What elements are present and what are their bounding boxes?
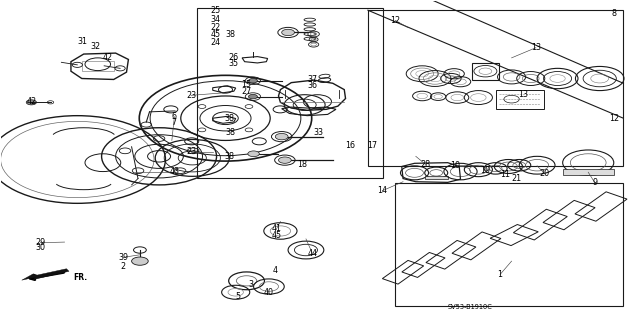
Text: 14: 14: [378, 186, 388, 195]
Circle shape: [26, 100, 36, 105]
Circle shape: [275, 133, 288, 140]
Text: 19: 19: [480, 166, 490, 175]
Text: 40: 40: [264, 288, 274, 297]
Text: 11: 11: [500, 170, 510, 179]
Text: 3: 3: [248, 279, 253, 288]
Circle shape: [282, 29, 294, 36]
Text: 16: 16: [346, 141, 356, 150]
Text: 41: 41: [271, 224, 282, 233]
Circle shape: [278, 157, 291, 163]
Circle shape: [132, 257, 148, 265]
Text: 28: 28: [420, 160, 431, 169]
Text: 18: 18: [297, 160, 307, 169]
Circle shape: [248, 78, 257, 83]
Text: 2: 2: [121, 262, 126, 271]
Text: 45: 45: [271, 231, 282, 240]
Text: 24: 24: [211, 38, 221, 47]
Text: 39: 39: [118, 253, 129, 262]
Bar: [472, 63, 499, 80]
Text: 6: 6: [172, 112, 177, 121]
Text: 42: 42: [26, 97, 36, 106]
Text: 35: 35: [228, 59, 239, 68]
Text: 23: 23: [186, 147, 196, 156]
Text: 38: 38: [225, 31, 236, 40]
Circle shape: [248, 151, 259, 157]
Text: 26: 26: [228, 53, 239, 62]
Text: 22: 22: [211, 23, 221, 32]
Text: 23: 23: [186, 91, 196, 100]
Text: 38: 38: [225, 128, 236, 137]
Text: 34: 34: [211, 15, 220, 24]
Text: FR.: FR.: [74, 273, 88, 282]
Text: 32: 32: [90, 42, 100, 51]
Text: 38: 38: [224, 114, 234, 123]
Bar: [82, 61, 114, 70]
Text: 15: 15: [241, 80, 252, 89]
Text: 30: 30: [35, 243, 45, 252]
Text: 9: 9: [592, 178, 597, 187]
Text: 45: 45: [211, 31, 221, 40]
Text: 8: 8: [611, 9, 616, 18]
Text: 1: 1: [497, 270, 502, 279]
Circle shape: [248, 94, 257, 99]
Text: 44: 44: [307, 249, 317, 258]
Text: 25: 25: [210, 6, 220, 15]
Text: 17: 17: [367, 141, 378, 150]
Bar: [425, 176, 448, 179]
Text: 33: 33: [313, 128, 323, 137]
Text: 10: 10: [451, 161, 460, 170]
Bar: [563, 169, 614, 175]
Text: 12: 12: [609, 114, 619, 123]
Text: 12: 12: [390, 16, 401, 25]
Bar: [197, 8, 383, 178]
Text: 37: 37: [307, 75, 317, 84]
Text: 4: 4: [273, 266, 278, 275]
Text: 36: 36: [307, 81, 317, 90]
Text: 31: 31: [77, 37, 88, 46]
Bar: [368, 10, 623, 166]
Text: 27: 27: [241, 87, 252, 96]
Text: 29: 29: [35, 238, 45, 247]
Bar: [396, 183, 623, 306]
Text: SV53-B1910C: SV53-B1910C: [447, 304, 493, 310]
Text: 42: 42: [103, 53, 113, 62]
Text: 43: 43: [170, 167, 179, 176]
Text: 13: 13: [531, 43, 541, 52]
Text: 5: 5: [236, 292, 241, 301]
Text: 13: 13: [518, 90, 528, 99]
Text: 7: 7: [172, 117, 177, 127]
Text: 20: 20: [540, 169, 550, 178]
Text: 38: 38: [224, 152, 234, 161]
Polygon shape: [22, 269, 69, 280]
Text: 21: 21: [511, 174, 522, 183]
